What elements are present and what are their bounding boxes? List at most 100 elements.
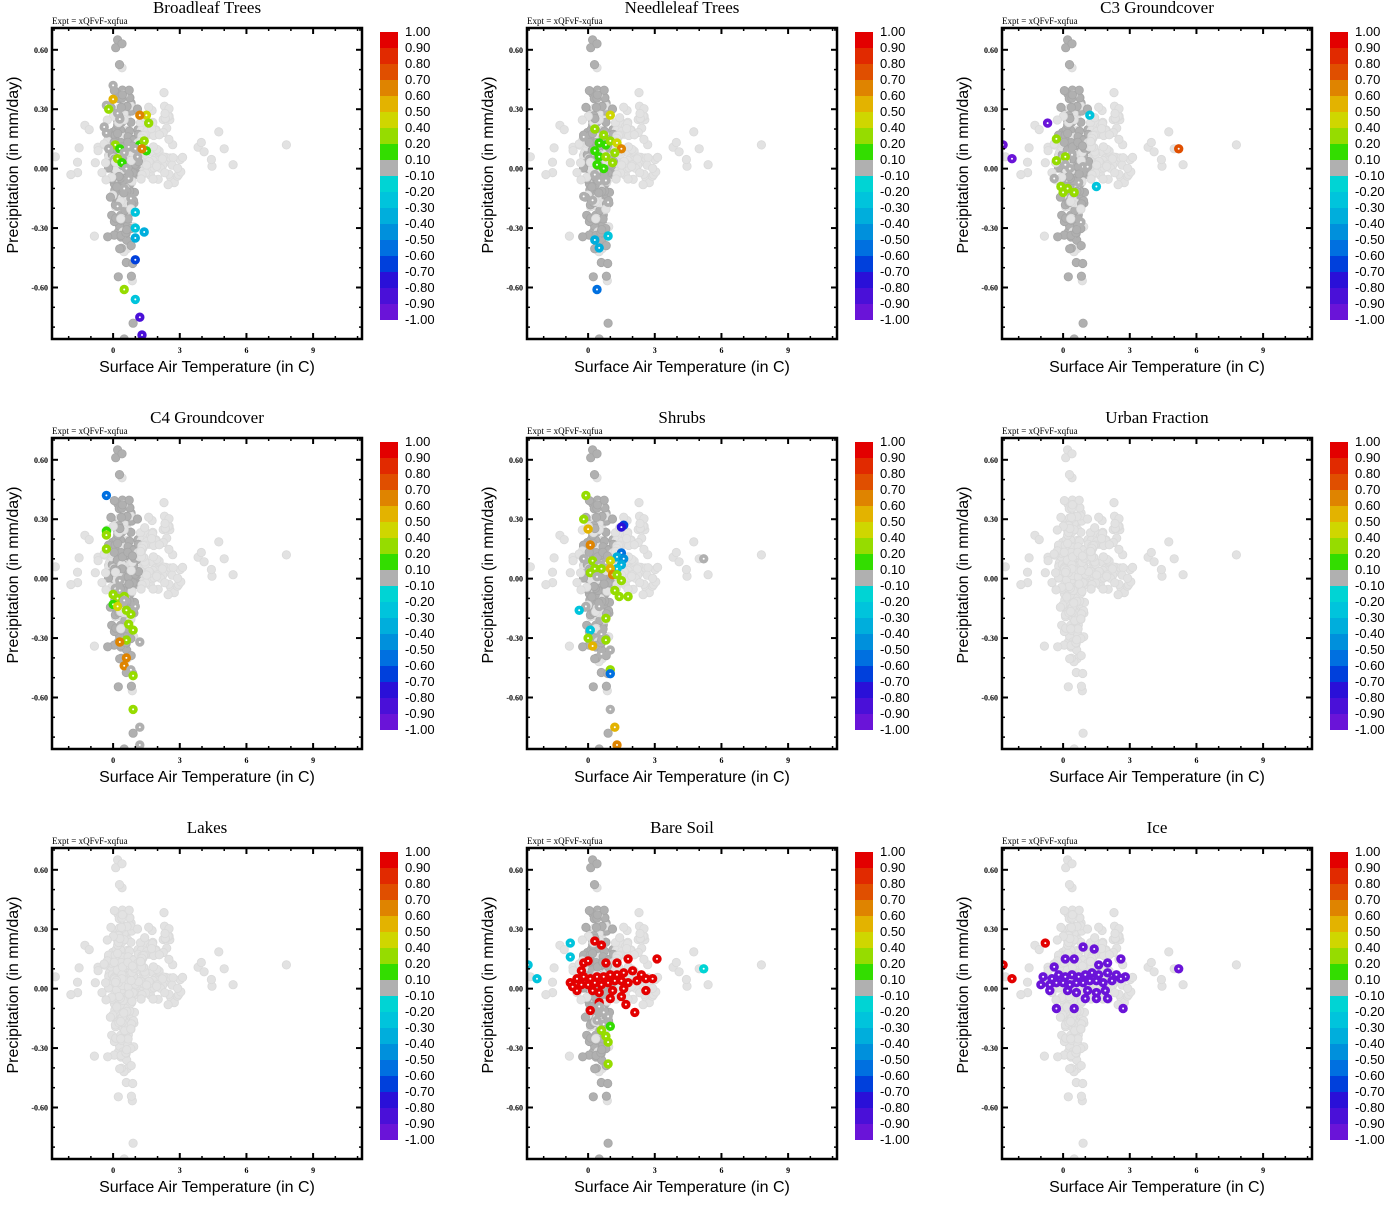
background-point <box>592 1035 600 1043</box>
background-point <box>704 571 712 579</box>
background-point <box>113 129 121 137</box>
point-center <box>614 726 616 728</box>
background-point <box>1165 128 1173 136</box>
background-point <box>94 147 102 155</box>
background-point <box>178 973 186 981</box>
point-center <box>627 596 629 598</box>
background-point <box>117 513 125 521</box>
background-point <box>590 60 598 68</box>
colorbar-label: -0.80 <box>880 690 910 706</box>
colorbar-entry: 0.80 <box>1330 466 1388 482</box>
background-point <box>160 88 168 96</box>
point-center <box>620 526 622 528</box>
background-point <box>147 944 155 952</box>
colorbar-label: 0.60 <box>880 88 905 104</box>
point-center <box>592 990 594 992</box>
background-point <box>207 975 215 983</box>
background-point <box>1063 539 1071 547</box>
background-point <box>576 159 584 167</box>
colorbar-entry: -0.40 <box>1330 626 1388 642</box>
background-point <box>215 948 223 956</box>
background-point <box>653 153 661 161</box>
colorbar-entry: -0.70 <box>855 674 935 690</box>
point-center <box>627 982 629 984</box>
background-point <box>604 259 612 267</box>
point-center <box>141 334 143 336</box>
colorbar-label: -0.10 <box>405 988 435 1004</box>
colorbar-label: 0.10 <box>880 562 905 578</box>
background-point <box>624 175 632 183</box>
background-point <box>602 1092 610 1100</box>
point-center <box>600 984 602 986</box>
x-tick-label: 6 <box>244 1166 248 1175</box>
point-center <box>616 142 618 144</box>
background-point <box>1110 498 1118 506</box>
point-center <box>600 944 602 946</box>
background-point <box>592 103 600 111</box>
background-point <box>178 153 186 161</box>
background-point <box>1095 513 1103 521</box>
colorbar-label: -0.60 <box>405 658 435 674</box>
background-point <box>1044 557 1052 565</box>
colorbar-entry: 0.50 <box>380 104 460 120</box>
background-point <box>1054 233 1062 241</box>
colorbar-entry: 0.70 <box>855 72 935 88</box>
background-point <box>579 233 587 241</box>
background-point <box>173 984 181 992</box>
y-axis-label: Precipitation (in mm/day) <box>955 425 973 725</box>
background-point <box>598 226 606 234</box>
background-point <box>1077 651 1085 659</box>
background-point <box>1041 569 1049 577</box>
colorbar-label: -0.60 <box>880 248 910 264</box>
colorbar-entry: -0.60 <box>380 1068 460 1084</box>
colorbar-label: -0.60 <box>405 248 435 264</box>
point-center <box>1055 160 1057 162</box>
point-center <box>125 168 127 170</box>
point-center <box>636 980 638 982</box>
point-center <box>585 494 587 496</box>
point-center <box>130 613 132 615</box>
colorbar-label: -0.80 <box>405 690 435 706</box>
point-center <box>123 665 125 667</box>
y-tick-label: 0.30 <box>509 105 523 114</box>
background-point <box>229 981 237 989</box>
colorbar-entry: -0.50 <box>380 232 460 248</box>
colorbar-label: 0.20 <box>1355 136 1380 152</box>
colorbar-label: 0.50 <box>880 514 905 530</box>
background-point <box>542 990 550 998</box>
colorbar-label: 0.70 <box>405 482 430 498</box>
colorbar-entry: -0.20 <box>380 1004 460 1020</box>
background-point <box>1111 519 1119 527</box>
colorbar-entry: -1.00 <box>1330 722 1388 738</box>
colorbar-entry: 1.00 <box>1330 434 1388 450</box>
y-tick-label: -0.30 <box>31 1044 48 1053</box>
colorbar-label: 0.50 <box>1355 104 1380 120</box>
y-tick-label: 0.30 <box>984 515 998 524</box>
background-point <box>690 538 698 546</box>
colorbar-label: -0.90 <box>1355 706 1385 722</box>
colorbar-entry: 0.50 <box>1330 514 1388 530</box>
point-center <box>141 148 143 150</box>
background-point <box>589 273 597 281</box>
background-point <box>178 563 186 571</box>
x-tick-label: 3 <box>653 346 657 355</box>
point-center <box>125 639 127 641</box>
background-point <box>1114 181 1122 189</box>
background-point <box>635 498 643 506</box>
x-tick-label: 3 <box>178 756 182 765</box>
background-point <box>73 158 81 166</box>
background-point <box>1067 607 1075 615</box>
background-point <box>582 923 590 931</box>
background-point <box>1099 175 1107 183</box>
colorbar-label: 1.00 <box>405 434 430 450</box>
background-point <box>113 539 121 547</box>
background-point <box>115 880 123 888</box>
background-point <box>1111 579 1119 587</box>
background-point <box>113 949 121 957</box>
background-point <box>127 1025 135 1033</box>
colorbar-entry: -1.00 <box>380 312 460 328</box>
colorbar-label: 0.50 <box>405 104 430 120</box>
colorbar-label: -0.30 <box>1355 610 1385 626</box>
colorbar-label: 1.00 <box>880 434 905 450</box>
